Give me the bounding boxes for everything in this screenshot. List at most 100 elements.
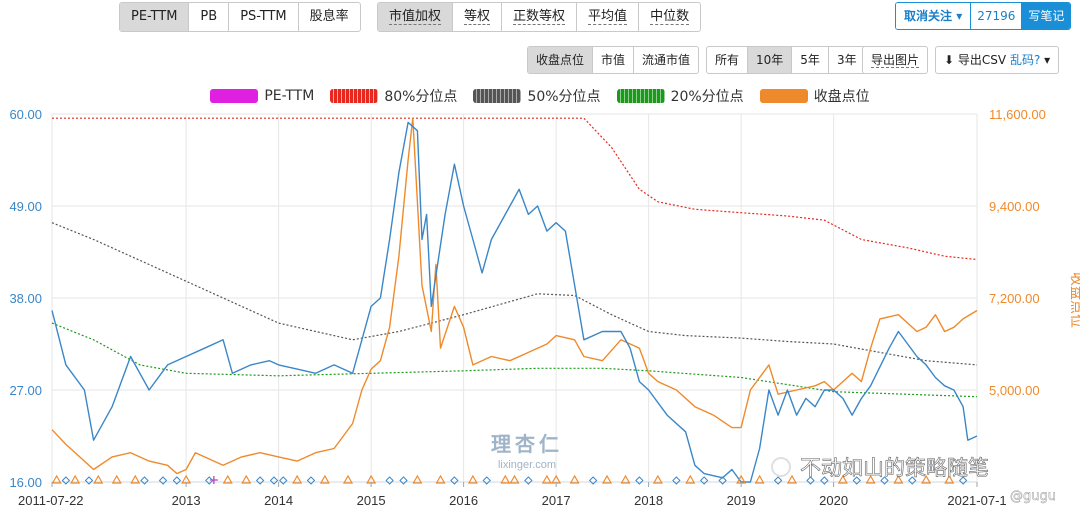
tab-5y[interactable]: 5年 bbox=[792, 47, 829, 73]
watermark-overlay-text: 不动如山的策略随笔 bbox=[800, 456, 989, 480]
tab-10y[interactable]: 10年 bbox=[748, 47, 793, 73]
x-tick-label: 2015 bbox=[357, 493, 386, 508]
marker-triangle bbox=[921, 474, 932, 484]
marker-triangle bbox=[292, 474, 303, 484]
legend-item-p80[interactable]: 80%分位点 bbox=[330, 86, 457, 106]
marker-triangle bbox=[893, 474, 904, 484]
marker-diamond bbox=[399, 476, 408, 485]
marker-diamond bbox=[718, 476, 727, 485]
tab-pb[interactable]: PB bbox=[189, 3, 230, 31]
valuation-chart: 60.00 49.00 38.00 27.00 16.00 11,600.00 9,400.… bbox=[9, 107, 1080, 508]
caret-down-icon: ▾ bbox=[1044, 53, 1051, 67]
tab-equal-weight-label: 等权 bbox=[464, 9, 491, 25]
caret-down-icon: ▾ bbox=[956, 9, 963, 23]
legend-label-p80: 80%分位点 bbox=[384, 89, 458, 105]
tab-close-point[interactable]: 收盘点位 bbox=[528, 47, 594, 73]
x-tick-label: 2020 bbox=[819, 493, 848, 508]
marker-triangle bbox=[837, 474, 848, 484]
tab-float-cap[interactable]: 流通市值 bbox=[642, 53, 691, 67]
x-tick-label: 2021-07-1 bbox=[947, 493, 1006, 508]
series-layer bbox=[51, 117, 978, 483]
x-tick-label: 2018 bbox=[634, 493, 663, 508]
tab-positive-equal-weight[interactable]: 正数等权 bbox=[502, 3, 578, 31]
tab-3y[interactable]: 3年 bbox=[836, 53, 857, 67]
tab-median-label: 中位数 bbox=[650, 9, 690, 25]
chart-legend: PE-TTM 80%分位点 50%分位点 20%分位点 收盘点位 bbox=[0, 86, 1080, 106]
marker-diamond bbox=[205, 476, 214, 485]
marker-diamond bbox=[140, 476, 149, 485]
marker-triangle bbox=[541, 474, 552, 484]
marker-diamond bbox=[806, 476, 815, 485]
marker-triangle bbox=[601, 474, 613, 484]
export-csv-label: 导出CSV bbox=[957, 53, 1007, 67]
y-left-tick-label: 16.00 bbox=[9, 475, 42, 490]
unfollow-label: 取消关注 bbox=[904, 9, 953, 23]
watermark-overlay: 不动如山的策略随笔 @gugu bbox=[771, 456, 1056, 504]
marker-diamond bbox=[158, 476, 168, 485]
legend-swatch-close bbox=[759, 89, 808, 103]
legend-item-p50[interactable]: 50%分位点 bbox=[473, 86, 601, 106]
marker-triangle bbox=[865, 474, 876, 484]
x-tick-label: 2016 bbox=[449, 493, 478, 508]
unfollow-button[interactable]: 取消关注 ▾ bbox=[896, 3, 972, 29]
marker-triangle bbox=[944, 474, 955, 484]
tab-equal-weight[interactable]: 等权 bbox=[453, 3, 503, 31]
export-csv-button[interactable]: ⬇ 导出CSV 乱码? ▾ bbox=[936, 47, 1058, 73]
legend-label-pe: PE-TTM bbox=[264, 88, 315, 104]
tab-cap-weighted[interactable]: 市值加权 bbox=[378, 3, 454, 31]
metric-tabs: PE-TTM PB PS-TTM 股息率 bbox=[119, 2, 361, 32]
tab-pe-ttm[interactable]: PE-TTM bbox=[120, 3, 190, 31]
y-right-axis-label: 收盘点位 bbox=[1068, 272, 1080, 328]
marker-triangle bbox=[111, 474, 122, 484]
tab-dividend-yield[interactable]: 股息率 bbox=[309, 9, 349, 24]
marker-triangle bbox=[412, 474, 423, 484]
marker-diamond bbox=[84, 476, 94, 485]
export-image-button[interactable]: 导出图片 bbox=[863, 47, 927, 73]
watermark-logo: 理杏仁 lixinger.com bbox=[491, 432, 563, 471]
series-line-p20 bbox=[51, 322, 978, 398]
marker-triangle bbox=[342, 474, 354, 484]
tab-all[interactable]: 所有 bbox=[707, 47, 749, 73]
legend-item-close[interactable]: 收盘点位 bbox=[759, 86, 870, 106]
marker-triangle bbox=[241, 474, 252, 484]
marker-triangle bbox=[685, 474, 696, 484]
x-tick-label: 2017 bbox=[542, 493, 571, 508]
marker-triangle bbox=[319, 474, 330, 484]
tab-median[interactable]: 中位数 bbox=[639, 3, 700, 31]
series-line-pe-ttm bbox=[51, 121, 978, 483]
marker-plus bbox=[209, 476, 218, 484]
marker-diamond bbox=[880, 476, 889, 485]
garbled-link[interactable]: 乱码? bbox=[1009, 53, 1041, 67]
tab-average[interactable]: 平均值 bbox=[577, 3, 640, 31]
marker-diamond bbox=[908, 476, 917, 485]
tab-market-cap[interactable]: 市值 bbox=[593, 47, 635, 73]
x-tick-label: 2013 bbox=[172, 493, 201, 508]
series-line-p50 bbox=[51, 222, 978, 366]
series-line-close bbox=[51, 117, 978, 475]
marker-triangle bbox=[620, 474, 631, 484]
marker-triangle bbox=[435, 474, 446, 484]
legend-label-p20: 20%分位点 bbox=[670, 89, 744, 105]
watermark-url: lixinger.com bbox=[498, 459, 556, 471]
marker-diamond bbox=[635, 476, 644, 485]
legend-item-pe[interactable]: PE-TTM bbox=[210, 86, 314, 106]
marker-diamond bbox=[255, 476, 265, 485]
marker-diamond bbox=[172, 476, 182, 485]
legend-item-p20[interactable]: 20%分位点 bbox=[616, 86, 744, 106]
download-icon: ⬇ bbox=[944, 53, 955, 67]
value-mode-tabs: 收盘点位 市值 流通市值 bbox=[527, 46, 700, 74]
marker-triangle bbox=[509, 474, 520, 484]
legend-swatch-p80 bbox=[330, 89, 379, 103]
wechat-icon bbox=[771, 457, 791, 477]
marker-diamond bbox=[820, 476, 829, 485]
watermark-overlay-tag: @gugu bbox=[1010, 489, 1056, 504]
legend-swatch-p50 bbox=[473, 89, 522, 103]
y-right-tick-label: 11,600.00 bbox=[989, 107, 1046, 122]
period-tabs: 所有 10年 5年 3年 bbox=[706, 46, 866, 74]
marker-triangle bbox=[222, 474, 233, 484]
watermark-logo-text: 理杏仁 bbox=[491, 432, 563, 456]
marker-diamond bbox=[588, 476, 598, 485]
tab-ps-ttm[interactable]: PS-TTM bbox=[229, 3, 299, 31]
write-note-button[interactable]: 写笔记 bbox=[1022, 3, 1071, 29]
export-image-label: 导出图片 bbox=[871, 53, 920, 68]
